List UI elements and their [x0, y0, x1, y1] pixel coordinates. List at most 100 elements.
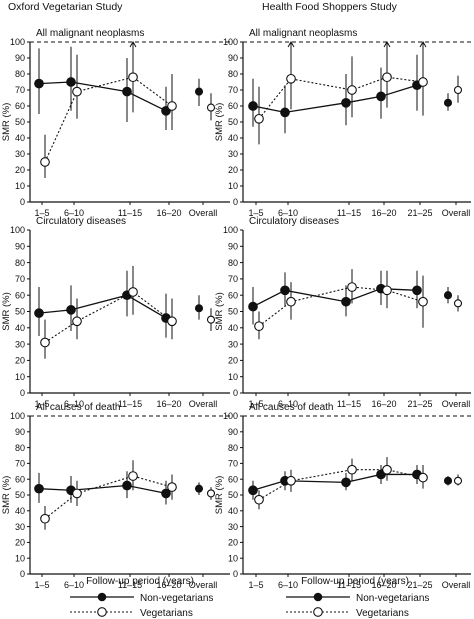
y-tick-label: 10 [15, 553, 25, 563]
overall-point-veg [206, 489, 216, 498]
y-tick-label: 100 [223, 411, 238, 421]
y-axis-label: SMR (%) [1, 476, 12, 515]
y-tick-label: 80 [15, 443, 25, 453]
overall-point-nonveg [443, 291, 453, 300]
y-tick-label: 70 [15, 274, 25, 284]
x-tick-label: 11–15 [337, 208, 361, 218]
data-point-nonveg [280, 285, 290, 296]
data-point-veg [128, 72, 138, 83]
series-line-nonveg [38, 484, 167, 495]
y-tick-label: 70 [228, 85, 238, 95]
y-tick-label: 50 [228, 307, 238, 317]
data-point-veg [347, 85, 357, 95]
data-point-veg [418, 77, 428, 87]
data-point-nonveg [66, 77, 76, 87]
y-tick-label: 90 [15, 242, 25, 252]
x-tick-label: 6–10 [64, 208, 84, 218]
data-point-nonveg [122, 86, 132, 97]
legend-marker-nonveg [313, 592, 323, 602]
data-point-veg [286, 475, 296, 486]
data-point-veg [418, 472, 428, 483]
y-tick-label: 10 [228, 372, 238, 382]
data-point-nonveg [248, 301, 258, 312]
y-tick-label: 40 [15, 506, 25, 516]
x-tick-label: 1–5 [248, 580, 263, 590]
y-tick-label: 70 [228, 274, 238, 284]
x-axis-label-left: Follow-up period (years) [86, 576, 194, 587]
data-point-veg [167, 101, 177, 111]
panel-title: All causes of death [36, 402, 121, 413]
x-tick-label: 16–20 [371, 208, 396, 218]
y-tick-label: 90 [228, 427, 238, 437]
data-point-nonveg [341, 97, 351, 108]
data-point-veg [72, 86, 82, 97]
x-tick-label: 21–25 [407, 208, 432, 218]
data-point-veg [382, 72, 392, 83]
data-point-veg [40, 157, 50, 167]
y-tick-label: 0 [20, 569, 25, 579]
x-tick-label-overall: Overall [189, 399, 218, 409]
overall-point-nonveg [194, 87, 204, 96]
data-point-nonveg [376, 91, 386, 102]
legend-marker-nonveg [97, 592, 107, 602]
y-tick-label: 50 [15, 307, 25, 317]
y-tick-label: 0 [20, 388, 25, 398]
chart-panel: All causes of death 0 10 20 30 40 50 60 70 80 90 10… [1, 402, 230, 590]
data-point-nonveg [34, 483, 44, 494]
x-tick-label-overall: Overall [442, 580, 471, 590]
y-tick-label: 100 [10, 37, 25, 47]
series-line-nonveg [252, 84, 418, 114]
y-tick-label: 20 [15, 165, 25, 175]
y-tick-label: 40 [228, 506, 238, 516]
y-axis-label: SMR (%) [214, 103, 225, 142]
y-axis-label: SMR (%) [214, 476, 225, 515]
hfs-study-title: Health Food Shoppers Study [262, 1, 398, 13]
y-tick-label: 10 [15, 372, 25, 382]
y-tick-label: 0 [20, 197, 25, 207]
y-tick-label: 80 [15, 69, 25, 79]
chart-panel: Circulatory diseases 0 10 20 30 40 50 60 70 80 90 1… [1, 216, 230, 409]
y-tick-label: 20 [15, 356, 25, 366]
data-point-nonveg [412, 285, 422, 296]
y-tick-label: 60 [228, 101, 238, 111]
data-point-veg [382, 464, 392, 475]
legend-label-veg: Vegetarians [356, 608, 409, 619]
series-line-veg [44, 291, 173, 343]
data-point-veg [254, 321, 264, 332]
x-tick-label: 1–5 [34, 399, 49, 409]
x-tick-label: 21–25 [407, 399, 432, 409]
x-tick-label: 16–20 [156, 399, 181, 409]
overall-point-veg [453, 85, 463, 95]
error-bar-arrow [287, 41, 295, 48]
y-tick-label: 20 [15, 538, 25, 548]
data-point-veg [128, 471, 138, 481]
x-tick-label: 6–10 [278, 399, 298, 409]
x-tick-label: 11–15 [337, 399, 361, 409]
x-tick-label-overall: Overall [442, 399, 471, 409]
y-tick-label: 60 [228, 474, 238, 484]
y-tick-label: 40 [228, 323, 238, 333]
y-tick-label: 30 [228, 522, 238, 532]
x-tick-label-overall: Overall [442, 208, 471, 218]
overall-point-veg [453, 476, 463, 485]
y-tick-label: 70 [15, 85, 25, 95]
y-tick-label: 70 [228, 459, 238, 469]
y-tick-label: 70 [15, 459, 25, 469]
y-tick-label: 10 [15, 181, 25, 191]
y-tick-label: 50 [15, 117, 25, 127]
y-axis-label: SMR (%) [1, 103, 12, 142]
panel-title: All malignant neoplasms [36, 28, 144, 39]
legend-marker-veg [97, 607, 107, 617]
legend-label-nonveg: Non-vegetarians [356, 593, 429, 604]
y-tick-label: 90 [228, 242, 238, 252]
y-tick-label: 20 [228, 165, 238, 175]
y-tick-label: 30 [15, 149, 25, 159]
data-point-veg [254, 113, 264, 124]
x-tick-label: 11–15 [118, 399, 142, 409]
y-tick-label: 10 [228, 181, 238, 191]
y-axis-label: SMR (%) [214, 292, 225, 331]
y-tick-label: 60 [15, 474, 25, 484]
oxford-study-title: Oxford Vegetarian Study [8, 1, 123, 13]
data-point-veg [254, 494, 264, 505]
panel-title: Circulatory diseases [36, 216, 126, 227]
